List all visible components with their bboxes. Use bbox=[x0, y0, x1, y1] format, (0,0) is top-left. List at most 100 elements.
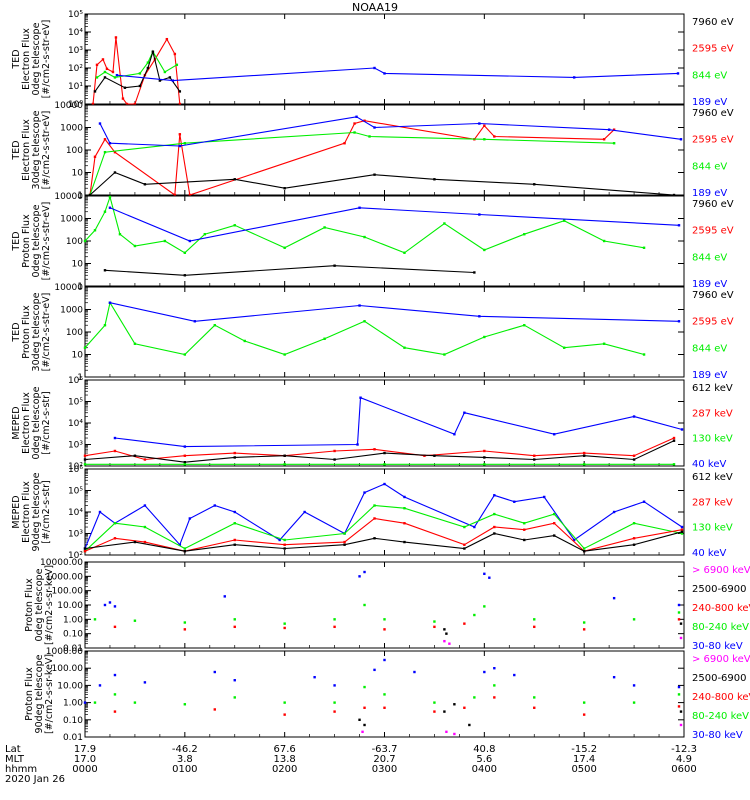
y-axis-label: [#/cm2-s-str-eV] bbox=[41, 111, 52, 190]
panel-3: 1 10 100 1000 10000 TED Proton Flux 0deg telesc… bbox=[11, 192, 734, 292]
data-point bbox=[680, 528, 684, 531]
data-point bbox=[523, 528, 526, 531]
data-point bbox=[453, 732, 456, 736]
series-3 bbox=[83, 463, 676, 466]
data-point bbox=[612, 142, 616, 145]
data-point bbox=[672, 436, 676, 440]
x-row-label: hhmm bbox=[5, 764, 37, 775]
data-point bbox=[113, 625, 117, 629]
panel-2: 1 10 100 1000 10000 TED Electron Flux 30deg tel… bbox=[11, 101, 734, 201]
data-point bbox=[533, 454, 536, 457]
data-point bbox=[98, 510, 102, 514]
data-point bbox=[233, 522, 236, 525]
data-point bbox=[513, 500, 516, 503]
data-point bbox=[383, 72, 386, 75]
data-point bbox=[483, 572, 486, 576]
series-5 bbox=[443, 636, 683, 645]
data-point bbox=[373, 668, 376, 672]
data-point bbox=[178, 133, 182, 136]
data-point bbox=[278, 538, 281, 542]
data-point bbox=[433, 701, 436, 704]
legend-entry: 2595 eV bbox=[692, 44, 734, 55]
y-tick-label: 10² bbox=[68, 462, 83, 472]
legend-entry: 844 eV bbox=[692, 70, 727, 81]
series-line bbox=[89, 171, 675, 196]
y-axis-label: MEPED bbox=[11, 406, 22, 439]
data-point bbox=[373, 517, 376, 520]
data-point bbox=[105, 67, 109, 71]
series-line bbox=[84, 504, 683, 552]
data-point bbox=[356, 443, 359, 446]
data-point bbox=[483, 449, 486, 453]
series-4 bbox=[358, 703, 683, 727]
data-point bbox=[423, 454, 426, 457]
data-point bbox=[133, 454, 137, 457]
data-point bbox=[113, 436, 117, 440]
data-point bbox=[373, 173, 376, 176]
y-tick-label: 10000 bbox=[54, 192, 83, 202]
data-point bbox=[493, 532, 496, 535]
data-point bbox=[677, 618, 681, 621]
data-point bbox=[183, 621, 187, 624]
legend-entry: 287 keV bbox=[692, 408, 733, 419]
data-point bbox=[483, 248, 486, 252]
data-point bbox=[138, 72, 142, 75]
data-point bbox=[383, 658, 386, 662]
data-point bbox=[183, 142, 187, 145]
y-tick-label: 0.01 bbox=[63, 733, 83, 743]
data-point bbox=[283, 626, 286, 630]
data-point bbox=[183, 628, 187, 631]
legend-entry: 189 eV bbox=[692, 188, 727, 199]
data-point bbox=[582, 463, 586, 466]
series-line bbox=[116, 67, 679, 82]
data-point bbox=[113, 537, 117, 540]
data-point bbox=[493, 667, 496, 670]
data-point bbox=[363, 723, 366, 727]
legend-entry: 189 eV bbox=[692, 279, 727, 290]
data-point bbox=[463, 706, 466, 709]
series-3 bbox=[113, 618, 681, 631]
data-point bbox=[146, 66, 150, 70]
data-point bbox=[93, 701, 97, 704]
data-point bbox=[151, 50, 155, 53]
data-point bbox=[283, 463, 286, 466]
data-point bbox=[143, 540, 147, 544]
data-point bbox=[168, 76, 172, 79]
x-tick-label-mlt: 20.7 bbox=[373, 754, 395, 765]
data-point bbox=[488, 576, 491, 579]
data-point bbox=[478, 122, 481, 125]
y-axis-label: 0deg telescope bbox=[31, 386, 42, 459]
x-tick-label-hhmm: 0200 bbox=[272, 764, 297, 775]
data-point bbox=[183, 547, 187, 550]
legend-entry: 2595 eV bbox=[692, 135, 734, 146]
y-tick-label: 1.00 bbox=[63, 615, 83, 625]
series-line bbox=[94, 49, 181, 92]
x-row-label: Lat bbox=[5, 744, 21, 755]
data-point bbox=[553, 433, 556, 436]
legend-entry: 7960 eV bbox=[692, 17, 734, 28]
data-point bbox=[533, 625, 536, 629]
x-tick-label-lat: 17.9 bbox=[74, 744, 96, 755]
data-point bbox=[443, 353, 446, 356]
data-point bbox=[463, 547, 466, 550]
data-point bbox=[493, 525, 496, 529]
data-point bbox=[146, 61, 150, 64]
y-tick-label: 100.00 bbox=[52, 587, 84, 597]
data-point bbox=[453, 433, 456, 436]
legend-entry: 844 eV bbox=[692, 343, 727, 354]
data-point bbox=[679, 622, 683, 625]
y-tick-label: 10000.00 bbox=[40, 558, 83, 568]
legend-entry: > 6900 keV bbox=[692, 654, 750, 665]
series-line bbox=[84, 531, 683, 552]
data-point bbox=[483, 124, 486, 127]
y-axis-label: 90deg telescope bbox=[34, 654, 45, 733]
data-point bbox=[363, 491, 366, 494]
data-point bbox=[183, 461, 187, 464]
data-point bbox=[353, 122, 356, 125]
legend-entry: 130 keV bbox=[692, 434, 733, 445]
x-tick-label-mlt: 13.8 bbox=[274, 754, 296, 765]
data-point bbox=[143, 681, 147, 684]
data-point bbox=[572, 538, 576, 542]
data-point bbox=[103, 269, 107, 272]
data-point bbox=[612, 510, 616, 514]
